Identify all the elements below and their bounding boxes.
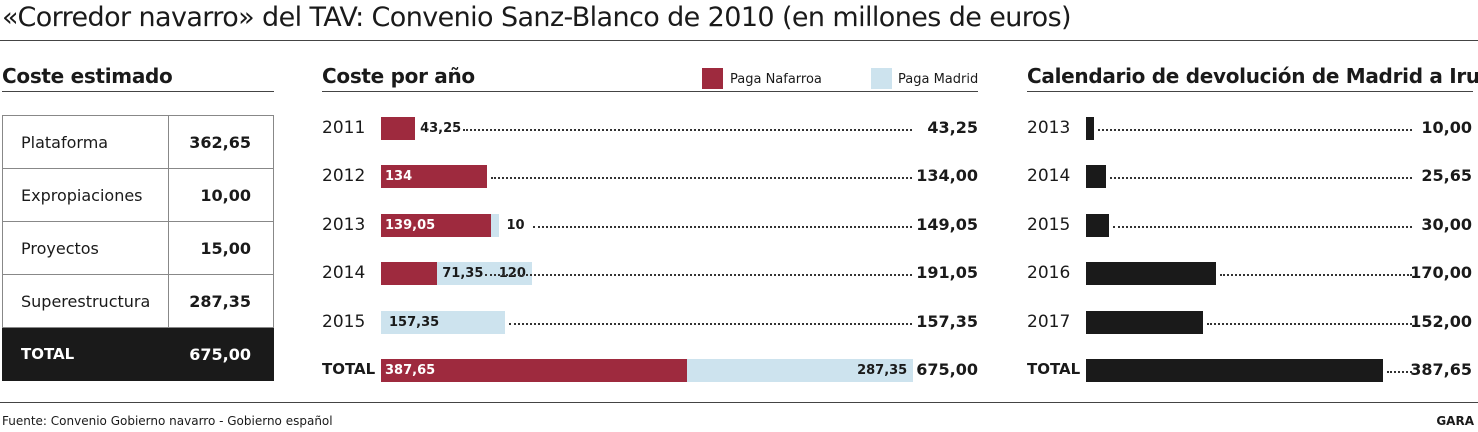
row-value: 10,00 [1421, 118, 1472, 137]
row-value: 30,00 [1421, 214, 1472, 234]
source-note: Fuente: Convenio Gobierno navarro - Gobi… [2, 414, 333, 428]
legend-swatch-madrid [871, 68, 892, 89]
cost-total-row: TOTAL 675,00 [1, 327, 274, 381]
row-total-value: 157,35 [916, 311, 978, 331]
leader-dots [532, 225, 912, 228]
row-year-label: 2013 [1027, 118, 1071, 138]
cost-value: 362,65 [168, 115, 274, 169]
row-value: 25,65 [1421, 166, 1472, 186]
cost-label: Expropiaciones [1, 168, 170, 222]
repayment-chart-title: Calendario de devolución de Madrid a Iru… [1027, 64, 1478, 88]
bar-repayment [1086, 213, 1109, 237]
cost-value: 15,00 [168, 221, 274, 275]
bar-label-madrid: 10 [506, 217, 525, 233]
title-rule [0, 40, 1478, 41]
row-year-label: 2011 [322, 118, 366, 138]
bar-nafarroa [381, 262, 438, 286]
cost-row: Expropiaciones 10,00 [1, 168, 274, 222]
cost-section-rule [2, 91, 274, 92]
cost-table: Plataforma 362,65 Expropiaciones 10,00 Proye… [1, 115, 274, 381]
bar-madrid [490, 213, 499, 237]
cost-row: Plataforma 362,65 [1, 115, 274, 169]
leader-dots [463, 129, 912, 131]
bar-repayment [1086, 262, 1217, 286]
row-year-label: 2016 [1027, 263, 1071, 284]
bar-repayment [1086, 165, 1106, 189]
leader-dots [1109, 177, 1412, 180]
bar-nafarroa [381, 213, 491, 237]
row-year-label: 2015 [1027, 214, 1071, 235]
bar-madrid [686, 359, 914, 382]
repayment-chart-rule [1027, 91, 1473, 92]
bar-label-nafarroa: 71,35 [442, 266, 484, 282]
leader-dots [509, 322, 912, 325]
yearly-chart-title: Coste por año [322, 64, 475, 88]
row-year-label: TOTAL [322, 360, 376, 378]
bar-label-madrid: 120 [498, 266, 526, 282]
bar-label-nafarroa: 139,05 [385, 217, 436, 233]
row-year-label: 2014 [1027, 166, 1071, 187]
row-value: 152,00 [1410, 311, 1472, 331]
cost-row: Superestructura 287,35 [1, 274, 274, 328]
cost-row: Proyectos 15,00 [1, 221, 274, 275]
cost-label: Superestructura [1, 274, 170, 328]
row-total-value: 149,05 [916, 214, 978, 234]
leader-dots [1113, 225, 1412, 228]
footer-rule [0, 402, 1478, 403]
bar-repayment [1086, 359, 1384, 382]
leader-dots [490, 177, 912, 180]
bar-nafarroa [381, 117, 416, 140]
brand-logo: GARA [1436, 414, 1474, 428]
legend-label-madrid: Paga Madrid [898, 72, 979, 87]
leader-dots [1206, 322, 1412, 325]
leader-dots [485, 274, 912, 277]
cost-section-title: Coste estimado [2, 64, 173, 88]
bar-madrid [437, 262, 532, 286]
leader-dots [1387, 371, 1412, 373]
row-total-value: 675,00 [916, 360, 978, 379]
bar-madrid [381, 310, 506, 334]
legend-label-nafarroa: Paga Nafarroa [730, 72, 822, 87]
leader-dots [1097, 129, 1412, 131]
cost-label: Plataforma [1, 115, 170, 169]
cost-value: 287,35 [168, 274, 274, 328]
row-value: 387,65 [1410, 360, 1472, 379]
row-year-label: 2014 [322, 263, 366, 284]
row-year-label: TOTAL [1027, 360, 1081, 378]
bar-label-madrid: 157,35 [389, 314, 440, 330]
row-value: 170,00 [1410, 263, 1472, 283]
yearly-chart-rule [322, 91, 978, 92]
row-total-value: 134,00 [916, 166, 978, 186]
row-year-label: 2013 [322, 214, 366, 235]
row-year-label: 2015 [322, 311, 366, 332]
bar-label-nafarroa: 43,25 [420, 121, 462, 136]
bar-label-nafarroa: 387,65 [385, 363, 436, 378]
bar-repayment [1086, 310, 1203, 334]
bar-repayment [1086, 117, 1094, 140]
leader-dots [1220, 274, 1412, 277]
bar-nafarroa [381, 165, 487, 189]
row-total-value: 43,25 [927, 118, 978, 137]
cost-label: Proyectos [1, 221, 170, 275]
page-title: «Corredor navarro» del TAV: Convenio San… [2, 2, 1072, 33]
bar-label-madrid: 287,35 [857, 363, 908, 378]
cost-value: 10,00 [168, 168, 274, 222]
legend-swatch-nafarroa [702, 68, 723, 89]
cost-label: TOTAL [1, 327, 170, 381]
row-year-label: 2012 [322, 166, 366, 187]
cost-value: 675,00 [168, 327, 274, 381]
row-year-label: 2017 [1027, 311, 1071, 332]
bar-nafarroa [381, 359, 687, 382]
row-total-value: 191,05 [916, 263, 978, 283]
bar-label-nafarroa: 134 [385, 169, 413, 185]
